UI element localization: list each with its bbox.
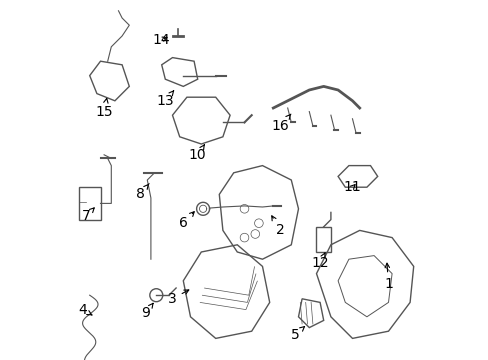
Text: 8: 8 — [135, 184, 149, 201]
Text: 5: 5 — [290, 327, 304, 342]
Text: 7: 7 — [81, 208, 94, 223]
Text: 16: 16 — [271, 114, 290, 133]
Text: 9: 9 — [141, 303, 153, 320]
Text: 10: 10 — [188, 145, 206, 162]
Text: 1: 1 — [383, 263, 392, 291]
Text: 3: 3 — [168, 290, 188, 306]
Text: 2: 2 — [271, 216, 285, 237]
Text: 14: 14 — [153, 33, 170, 46]
Text: 4: 4 — [78, 303, 92, 316]
Text: 15: 15 — [95, 98, 113, 118]
Text: 6: 6 — [179, 212, 194, 230]
Text: 11: 11 — [343, 180, 361, 194]
Text: 12: 12 — [311, 253, 328, 270]
Text: 13: 13 — [156, 91, 174, 108]
